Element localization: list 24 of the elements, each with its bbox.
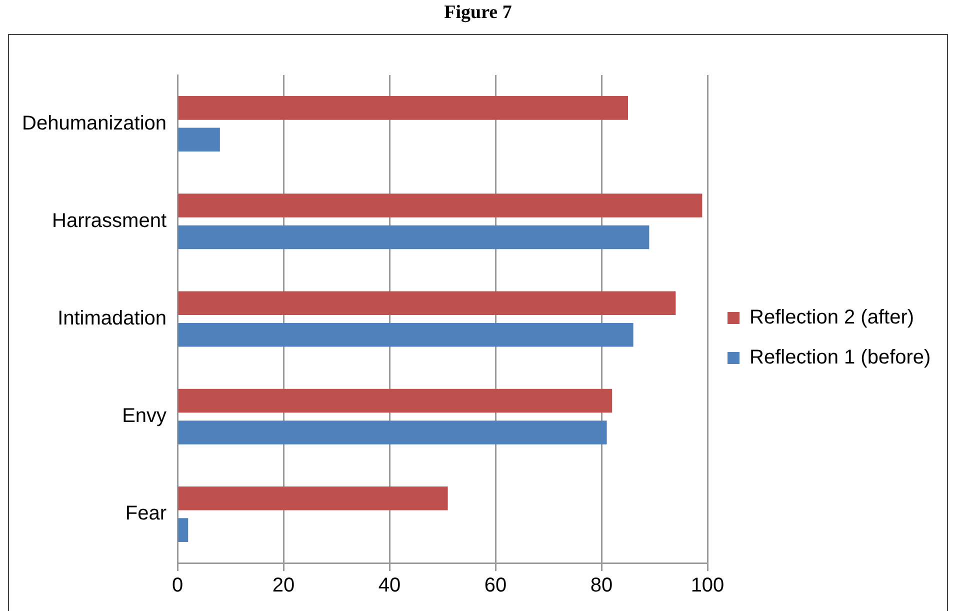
y-tick-label: Intimadation [58, 308, 167, 330]
x-tick-label: 100 [690, 574, 724, 597]
bar [178, 322, 634, 347]
x-tick-label: 60 [484, 574, 507, 597]
legend-label: Reflection 1 (before) [750, 346, 931, 369]
legend-label: Reflection 2 (after) [750, 306, 914, 329]
x-tick-label: 20 [272, 574, 295, 597]
bar [178, 128, 220, 152]
bar [178, 420, 607, 444]
bar [178, 96, 628, 120]
y-tick-label: Harrassment [52, 210, 167, 232]
y-tick-label: Envy [122, 405, 167, 428]
bar [178, 194, 702, 218]
chart-title: Figure 7 [443, 2, 513, 24]
bar [178, 225, 650, 250]
x-tick-label: 0 [172, 574, 184, 597]
x-tick-label: 80 [590, 574, 613, 597]
y-tick-label: Fear [125, 502, 167, 525]
x-tick-label: 40 [378, 574, 401, 597]
bar [178, 518, 188, 542]
bar [178, 388, 612, 413]
bar [178, 486, 448, 510]
bar [178, 291, 676, 316]
y-tick-label: Dehumanization [22, 112, 167, 134]
